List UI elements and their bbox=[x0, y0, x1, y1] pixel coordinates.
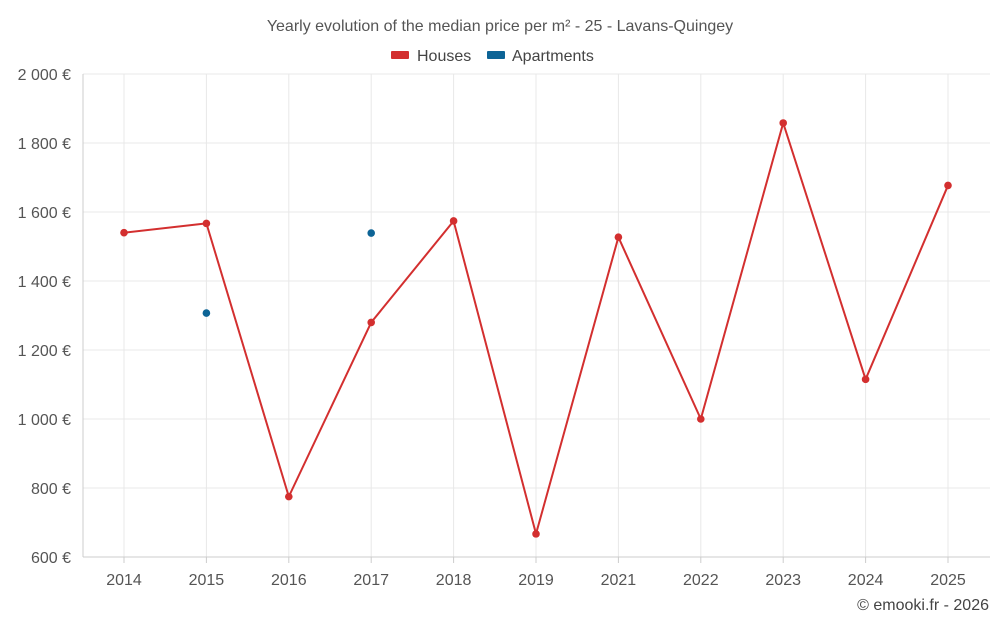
data-point-houses-2021[interactable] bbox=[614, 233, 623, 241]
series-houses bbox=[120, 119, 952, 538]
x-tick-label: 2017 bbox=[353, 572, 389, 589]
x-tick-label: 2022 bbox=[683, 572, 719, 589]
legend-swatch-apartments bbox=[487, 51, 505, 59]
y-tick-label: 2 000 € bbox=[18, 67, 71, 84]
legend-swatch-houses bbox=[391, 51, 409, 59]
data-point-houses-2022[interactable] bbox=[697, 415, 705, 423]
legend: Houses Apartments bbox=[391, 48, 594, 65]
legend-label-houses: Houses bbox=[417, 48, 471, 65]
legend-item-apartments[interactable]: Apartments bbox=[487, 48, 594, 65]
data-point-houses-2024[interactable] bbox=[861, 375, 870, 384]
data-point-apartments-2017[interactable] bbox=[367, 229, 376, 237]
data-point-apartments-2015[interactable] bbox=[202, 309, 211, 317]
x-tick-label: 2015 bbox=[189, 572, 225, 589]
gridlines bbox=[83, 73, 990, 557]
copyright-text: © emooki.fr - 2026 bbox=[857, 597, 989, 614]
x-axis-ticks: 2014 2015 2016 2017 2018 2019 2021 2022 2023 2024… bbox=[106, 557, 966, 589]
data-point-houses-2014[interactable] bbox=[120, 228, 128, 237]
y-axis-ticks: 600 € 800 € 1 000 € 1 200 € 1 400 € 1 600 € 1 … bbox=[18, 67, 71, 567]
x-tick-label: 2019 bbox=[518, 572, 554, 589]
data-point-houses-2025[interactable] bbox=[944, 181, 952, 190]
x-tick-label: 2014 bbox=[106, 572, 142, 589]
x-tick-label: 2018 bbox=[436, 572, 472, 589]
x-tick-label: 2024 bbox=[848, 572, 884, 589]
data-point-houses-2016[interactable] bbox=[285, 492, 293, 501]
data-point-houses-2019[interactable] bbox=[532, 530, 540, 538]
legend-label-apartments: Apartments bbox=[512, 48, 594, 65]
y-tick-label: 800 € bbox=[31, 481, 71, 498]
data-point-houses-2017[interactable] bbox=[367, 318, 376, 327]
series-apartments bbox=[202, 229, 376, 317]
data-point-houses-2018[interactable] bbox=[449, 217, 458, 225]
x-tick-label: 2016 bbox=[271, 572, 307, 589]
y-tick-label: 1 200 € bbox=[18, 343, 71, 360]
y-tick-label: 600 € bbox=[31, 550, 71, 567]
y-tick-label: 1 400 € bbox=[18, 274, 71, 291]
chart-title: Yearly evolution of the median price per… bbox=[267, 18, 733, 35]
y-tick-label: 1 600 € bbox=[18, 205, 71, 222]
series-layer bbox=[120, 119, 952, 538]
data-point-houses-2023[interactable] bbox=[779, 119, 787, 127]
y-tick-label: 1 800 € bbox=[18, 136, 71, 153]
x-tick-label: 2025 bbox=[930, 572, 966, 589]
x-tick-label: 2023 bbox=[765, 572, 801, 589]
y-tick-label: 1 000 € bbox=[18, 412, 71, 429]
legend-item-houses[interactable]: Houses bbox=[391, 48, 471, 65]
data-point-houses-2015[interactable] bbox=[202, 219, 211, 228]
x-tick-label: 2021 bbox=[601, 572, 637, 589]
